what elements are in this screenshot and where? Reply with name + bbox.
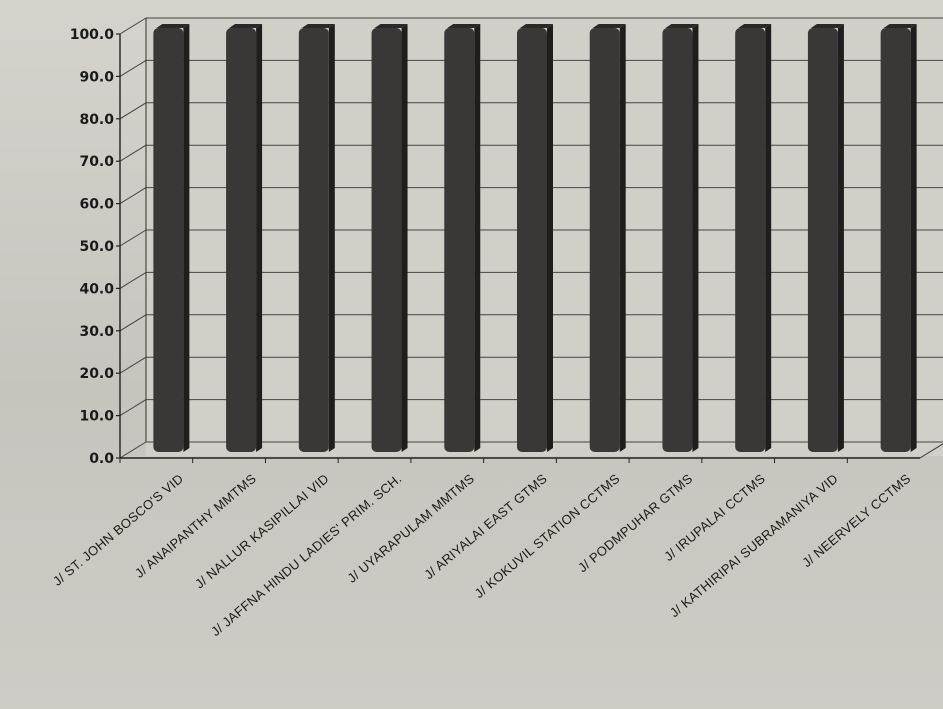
bar-front xyxy=(153,28,184,452)
bar-side xyxy=(474,24,481,452)
axes xyxy=(116,18,943,463)
bar-side xyxy=(328,24,335,452)
bar-top xyxy=(810,24,844,28)
bar xyxy=(589,24,626,452)
bar-top xyxy=(520,24,553,28)
bar xyxy=(444,24,481,452)
bar xyxy=(371,24,408,452)
gridline-depth xyxy=(119,441,147,459)
bar xyxy=(298,24,335,452)
bar-side xyxy=(692,24,699,452)
bar-front xyxy=(444,28,475,452)
bar-side xyxy=(837,24,844,452)
bars xyxy=(153,24,917,452)
bar-front xyxy=(226,28,257,452)
x-tick-label: J/ ST. JOHN BOSCO'S VID xyxy=(50,471,186,589)
x-tick-label: J/ NALLUR KASIPILLAI VID xyxy=(192,471,332,592)
x-tick-label: J/ ANAIPANTHY MMTMS xyxy=(132,471,259,581)
x-tick-label: J/ UYARAPULAM MMTMS xyxy=(344,471,477,586)
bar xyxy=(226,24,263,452)
bar-front xyxy=(807,28,838,452)
gridline-depth xyxy=(119,144,147,162)
bar-front xyxy=(298,28,329,452)
y-tick-labels: 0.0 10.0 20.0 30.0 40.0 50.0 60.0 70.0 80.0 90.0 1… xyxy=(70,27,115,467)
bar-side xyxy=(547,24,553,452)
y-tick-label: 90.0 xyxy=(79,69,114,85)
y-tick-label: 20.0 xyxy=(79,366,114,382)
bar-top xyxy=(883,24,917,28)
gridline-depth xyxy=(119,399,147,417)
bar-top xyxy=(592,24,626,28)
gridline-depth xyxy=(119,17,147,35)
y-tick-label: 60.0 xyxy=(79,197,114,213)
bar-front xyxy=(371,28,402,452)
x-tick-label: J/ KOKUVIL STATION CCTMS xyxy=(472,471,623,601)
bar-top xyxy=(447,24,481,28)
bar-top xyxy=(229,24,263,28)
bar-side xyxy=(765,24,772,452)
bar-front xyxy=(517,28,547,452)
y-tick-label: 100.0 xyxy=(70,27,115,43)
bar xyxy=(880,24,917,452)
bar-top xyxy=(665,24,699,28)
bar-top xyxy=(738,24,772,28)
y-tick-label: 40.0 xyxy=(79,281,114,297)
gridline-depth xyxy=(119,271,147,289)
bar-top xyxy=(374,24,408,28)
gridline-depth xyxy=(119,314,147,332)
bar-side xyxy=(256,24,263,452)
y-tick-label: 10.0 xyxy=(79,409,114,425)
floor-edge xyxy=(919,443,943,459)
x-tick-label: J/ ARIYALAI EAST GTMS xyxy=(421,471,550,582)
bar xyxy=(153,24,190,452)
bar-front xyxy=(662,28,693,452)
bar-side xyxy=(619,24,626,452)
bar-front xyxy=(589,28,620,452)
bar-side xyxy=(401,24,408,452)
gridline-depth xyxy=(119,356,147,374)
bar-top xyxy=(156,24,190,28)
bar xyxy=(807,24,844,452)
bar-side xyxy=(910,24,917,452)
y-tick-label: 80.0 xyxy=(79,112,114,128)
y-tick-label: 0.0 xyxy=(89,451,114,467)
gridline-depth xyxy=(119,187,147,205)
y-tick-label: 30.0 xyxy=(79,324,114,340)
gridline-depth xyxy=(119,102,147,120)
bar-front xyxy=(880,28,911,452)
bar-top xyxy=(301,24,335,28)
bar xyxy=(662,24,699,452)
bar-front xyxy=(735,28,766,452)
gridline-depth xyxy=(119,59,147,77)
y-tick-label: 70.0 xyxy=(79,154,114,170)
gridline-depth xyxy=(119,229,147,247)
y-tick-label: 50.0 xyxy=(79,239,114,255)
bar xyxy=(517,24,553,452)
bar-side xyxy=(183,24,190,452)
bar xyxy=(735,24,772,452)
